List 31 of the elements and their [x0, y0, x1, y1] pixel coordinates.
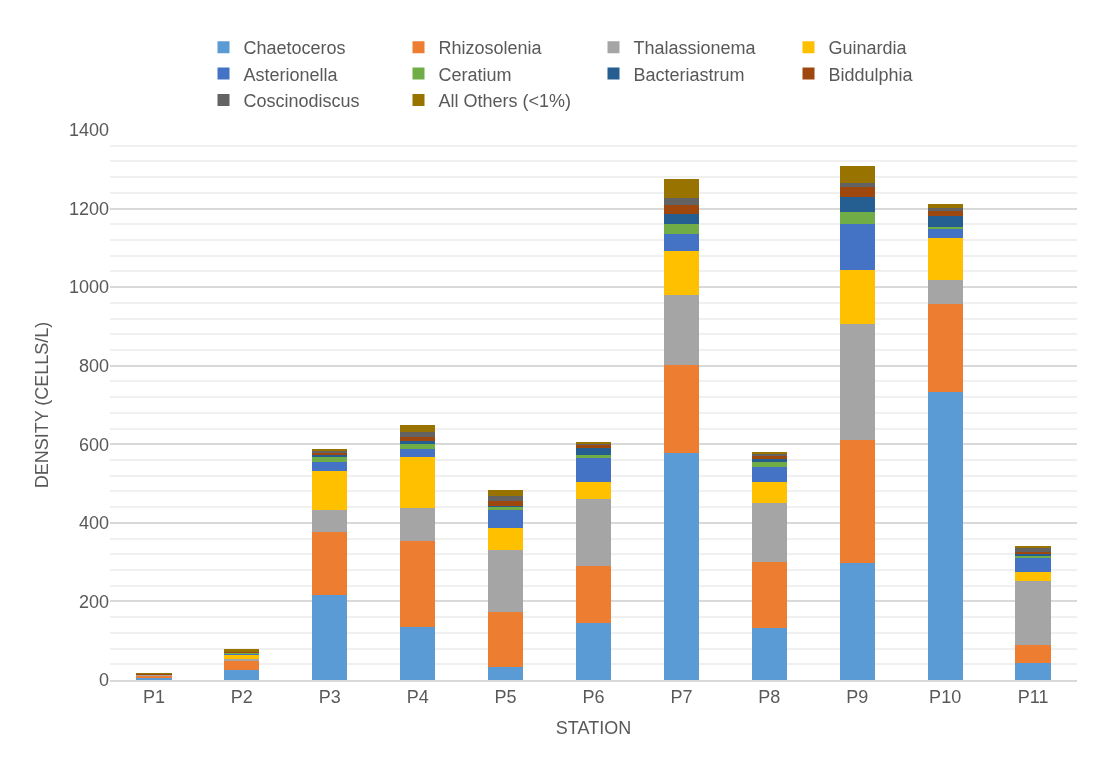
y-axis-title: DENSITY (CELLS/L)	[32, 321, 53, 489]
y-tick-label: 400	[78, 513, 109, 534]
x-tick-label: P4	[406, 687, 429, 708]
legend-label: Coscinodiscus	[243, 91, 360, 112]
y-tick-label: 1000	[68, 277, 109, 298]
legend-label: Bacteriastrum	[633, 64, 745, 85]
y-tick-label: 600	[78, 434, 109, 455]
x-tick-label: P3	[318, 687, 341, 708]
legend-label: Biddulphia	[828, 64, 914, 85]
x-tick-label: P8	[758, 687, 781, 708]
legend-label: Ceratium	[438, 64, 512, 85]
x-tick-label: P10	[929, 687, 962, 708]
y-tick-label: 200	[78, 591, 109, 612]
legend-label: Asterionella	[243, 64, 339, 85]
x-tick-label: P11	[1017, 687, 1049, 708]
legend-label: Guinardia	[828, 38, 908, 59]
y-tick-label: 1400	[68, 120, 109, 141]
x-tick-label: P7	[670, 687, 693, 708]
x-axis-title: STATION	[555, 717, 632, 738]
x-tick-label: P2	[230, 687, 253, 708]
x-tick-label: P6	[582, 687, 605, 708]
legend-label: All Others (<1%)	[438, 91, 572, 112]
legend-label: Chaetoceros	[243, 38, 346, 59]
y-tick-label: 1200	[68, 198, 109, 219]
x-tick-label: P9	[846, 687, 869, 708]
y-tick-label: 800	[78, 356, 109, 377]
legend-label: Rhizosolenia	[438, 38, 543, 59]
x-tick-label: P1	[142, 687, 165, 708]
legend-label: Thalassionema	[633, 38, 757, 59]
x-tick-label: P5	[494, 687, 517, 708]
y-tick-label: 0	[98, 670, 109, 691]
